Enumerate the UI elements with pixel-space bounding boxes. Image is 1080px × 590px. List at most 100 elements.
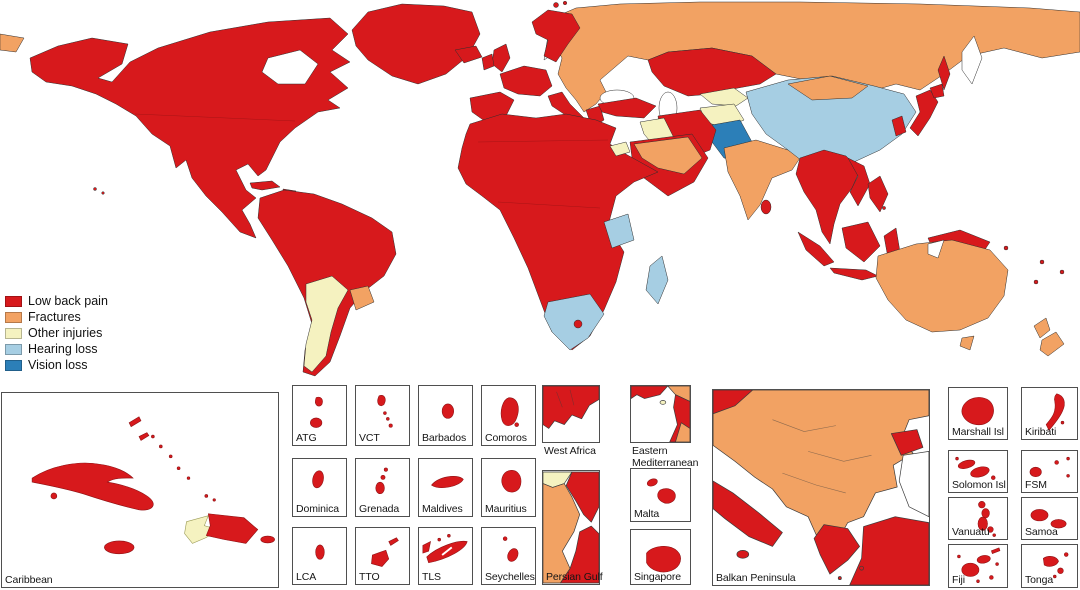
region-hawaii-1	[93, 187, 97, 191]
tonga-map	[1042, 552, 1069, 579]
balkan-alps-corner	[713, 390, 754, 415]
persian-gulf-map	[543, 471, 599, 584]
region-france-central-europe	[499, 65, 553, 97]
inset-box-seychelles: Seychelles	[481, 527, 536, 585]
west-africa-border-2	[569, 389, 575, 406]
kamchatka	[961, 35, 983, 85]
inset-box-lca: LCA	[292, 527, 347, 585]
region-kazakhstan	[647, 47, 777, 97]
legend-label-low-back-pain: Low back pain	[28, 294, 108, 308]
barbados-map	[441, 403, 454, 419]
inset-label-grenada: Grenada	[359, 503, 400, 515]
inset-box-fiji: Fiji	[948, 544, 1008, 588]
bahamas-sliver-2	[138, 432, 150, 441]
west-africa-border-1	[556, 391, 563, 408]
balkan-island-dot	[837, 576, 842, 581]
inset-box-maldives: Maldives	[418, 458, 473, 517]
vanuatu-island-1	[978, 501, 986, 509]
tls-dot-1	[437, 537, 441, 542]
inset-label-samoa: Samoa	[1025, 526, 1058, 538]
inset-label-atg: ATG	[296, 432, 317, 444]
balkan-border-3	[782, 472, 846, 494]
pgulf-iran	[565, 471, 599, 523]
region-ireland	[481, 53, 495, 71]
balkan-moldova	[890, 429, 924, 456]
hudson-bay	[261, 49, 319, 85]
fsm-dot-1	[1054, 460, 1059, 465]
atg-island-2	[310, 417, 323, 428]
vanuatu-island-3	[977, 516, 988, 531]
inset-box-vct: VCT	[355, 385, 410, 446]
region-south-korea	[891, 115, 907, 137]
vct-dot-2	[386, 417, 390, 421]
inset-box-tonga: Tonga	[1021, 544, 1078, 588]
region-solomons-dot	[1003, 245, 1009, 251]
region-hokkaido	[929, 83, 945, 99]
eastern-mediterranean-map	[631, 386, 690, 442]
sahara-border-hint	[477, 139, 609, 143]
inset-label-barbados: Barbados	[422, 432, 467, 444]
balkan-italy	[713, 480, 783, 547]
dominican-republic-shape	[205, 513, 259, 544]
seychelles-dot	[502, 536, 508, 541]
inset-box-west-africa	[542, 385, 600, 443]
balkan-sicily	[736, 550, 750, 559]
inset-label-mauritius: Mauritius	[485, 503, 527, 515]
tonga-island-1	[1042, 556, 1059, 567]
fsm-dot-2	[1066, 456, 1070, 461]
fsm-map	[1029, 456, 1070, 478]
inset-box-grenada: Grenada	[355, 458, 410, 517]
fiji-map	[957, 547, 1001, 583]
region-china	[745, 75, 917, 165]
tonga-dot-1	[1064, 552, 1069, 557]
legend-swatch-low-back-pain	[5, 295, 22, 307]
inset-label-maldives: Maldives	[422, 503, 463, 515]
fsm-dot-3	[1066, 474, 1070, 478]
inset-box-solomon: Solomon Isl	[948, 450, 1008, 493]
region-australia	[875, 239, 1009, 333]
inset-label-tls: TLS	[422, 571, 441, 583]
tls-dot-2	[447, 534, 451, 538]
inset-box-balkan-peninsula: Balkan Peninsula	[712, 389, 930, 586]
inset-box-marshall: Marshall Isl	[948, 387, 1008, 440]
vct-dot-3	[388, 423, 393, 428]
region-vietnam	[847, 157, 871, 207]
tonga-dot-2	[1053, 574, 1057, 579]
inset-label-lca: LCA	[296, 571, 317, 583]
mauritius-map	[501, 470, 522, 493]
balkan-black-sea	[898, 451, 929, 518]
vanuatu-island-2	[981, 508, 990, 519]
fiji-dot-4	[976, 579, 980, 583]
region-turkey	[597, 97, 657, 119]
balkan-crete-dot	[859, 565, 864, 571]
region-mongolia	[787, 75, 869, 101]
region-argentina	[303, 275, 349, 373]
region-madagascar	[645, 255, 669, 305]
balkan-map	[713, 390, 929, 585]
grenada-island	[375, 481, 385, 495]
region-vanuatu-dot	[1039, 259, 1045, 265]
malta-gozo	[646, 478, 658, 487]
bahamas-dot-5	[186, 476, 191, 480]
inset-label-fsm: FSM	[1025, 479, 1047, 491]
vanuatu-island-4	[987, 526, 994, 533]
fiji-chain	[991, 547, 1001, 554]
inset-label-malta: Malta	[634, 508, 660, 520]
region-africa	[457, 113, 659, 351]
kiribati-map	[1045, 393, 1065, 431]
cuba-shape	[31, 462, 154, 511]
inset-box-singapore: Singapore	[630, 529, 691, 585]
inset-label-caribbean: Caribbean	[5, 574, 53, 586]
balkan-greece	[813, 524, 860, 575]
dominica-island	[312, 470, 324, 489]
balkan-border-2	[808, 451, 872, 462]
atg-island-1	[315, 396, 323, 407]
inset-box-fsm: FSM	[1021, 450, 1078, 493]
grenada-dot-1	[383, 467, 388, 472]
inset-box-vanuatu: Vanuatu	[948, 497, 1008, 540]
singapore-map	[646, 546, 681, 573]
inset-box-samoa: Samoa	[1021, 497, 1078, 540]
comoros-island	[500, 397, 519, 426]
vct-dot-1	[383, 411, 387, 415]
seychelles-map	[502, 536, 519, 562]
